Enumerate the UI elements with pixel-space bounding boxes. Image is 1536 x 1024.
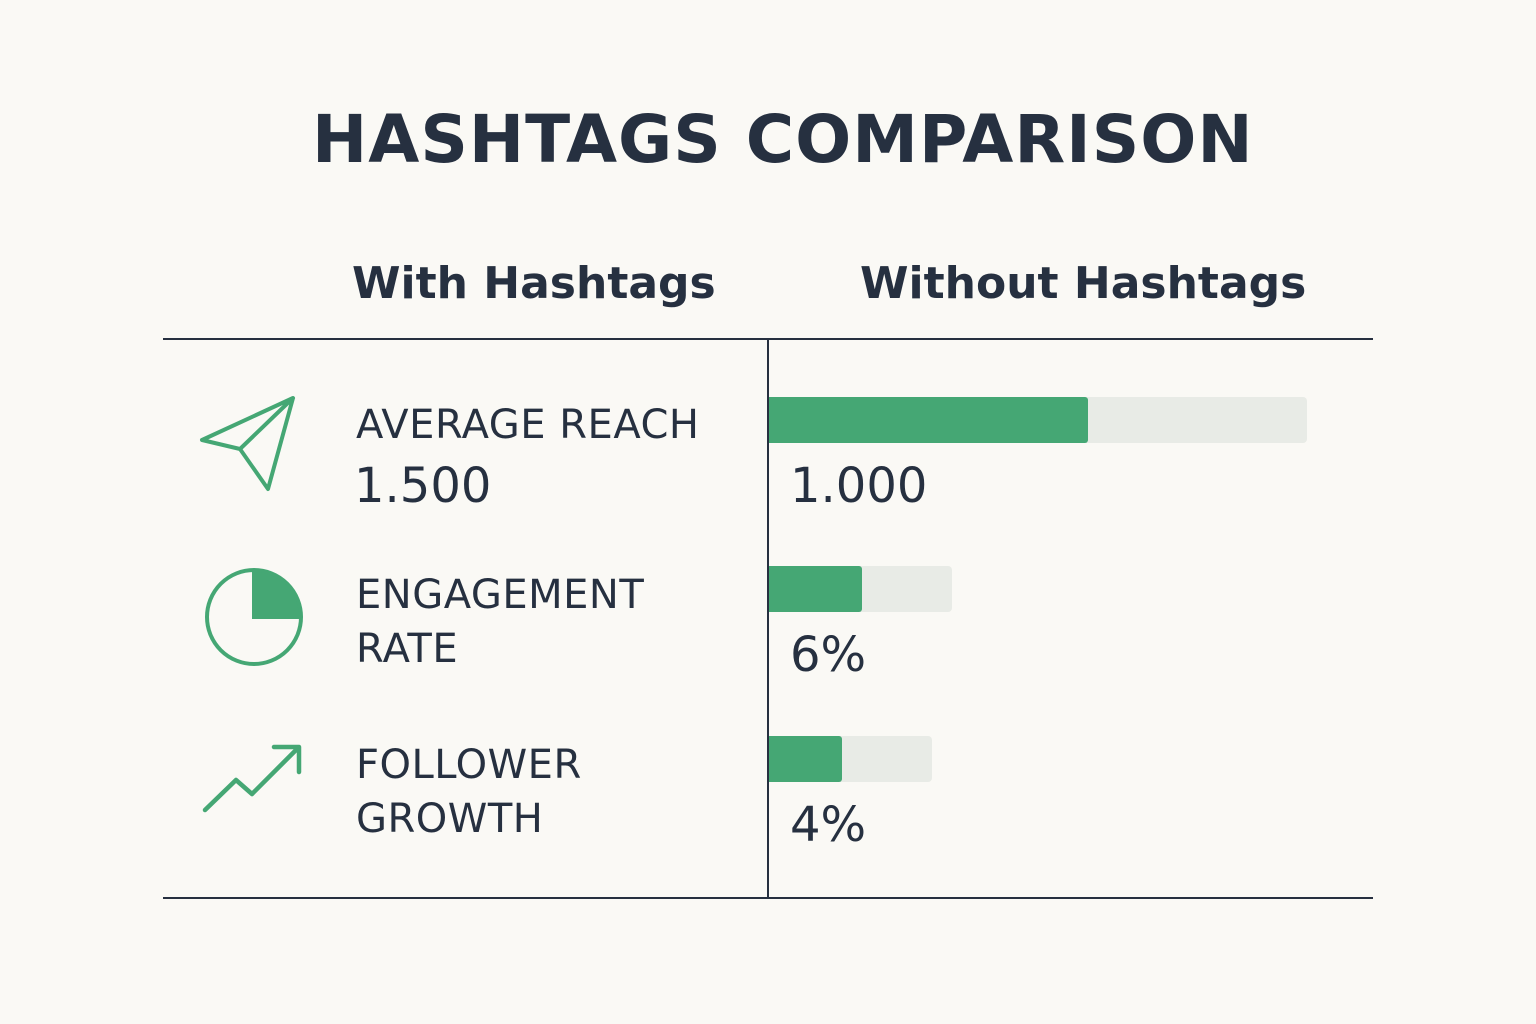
metric-label-engagement-rate-line2: RATE: [356, 626, 459, 672]
bar-track-average-reach: [769, 397, 1307, 443]
bar-fill-average-reach: [769, 397, 1089, 443]
chart-title: HASHTAGS COMPARISON: [312, 101, 1254, 178]
trend-up-icon: [200, 742, 304, 820]
with-value-average-reach: 1.500: [354, 458, 492, 514]
without-value-engagement-rate: 6%: [790, 627, 867, 683]
column-header-without-hashtags: Without Hashtags: [860, 258, 1307, 309]
without-value-follower-growth: 4%: [790, 797, 867, 853]
metric-label-follower-growth-line2: GROWTH: [356, 796, 544, 842]
paper-plane-icon: [198, 394, 298, 498]
bar-fill-follower-growth: [769, 736, 843, 782]
metric-label-average-reach: AVERAGE REACH: [356, 402, 700, 448]
bar-track-follower-growth: [769, 736, 932, 782]
pie-chart-icon: [203, 566, 305, 672]
metric-label-follower-growth-line1: FOLLOWER: [356, 742, 582, 788]
bar-track-engagement-rate: [769, 566, 952, 612]
metric-label-engagement-rate-line1: ENGAGEMENT: [356, 572, 645, 618]
column-divider: [767, 339, 769, 899]
column-header-with-hashtags: With Hashtags: [352, 258, 716, 309]
without-value-average-reach: 1.000: [790, 458, 928, 514]
bar-fill-engagement-rate: [769, 566, 863, 612]
